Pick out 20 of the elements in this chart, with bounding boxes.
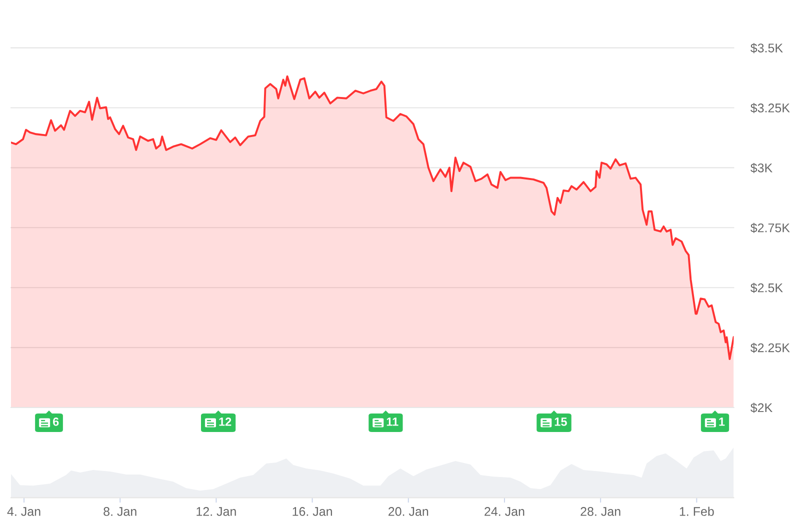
y-tick-label: $2K: [750, 402, 772, 413]
x-tick-label: 16. Jan: [292, 507, 332, 516]
x-tick-label: 1. Feb: [680, 506, 714, 516]
x-tick-label: 8. Jan: [104, 507, 136, 516]
text: 6: [52, 418, 59, 426]
text: 12: [219, 418, 232, 426]
text: 1: [719, 418, 725, 426]
y-tick-label: $2.5K: [750, 282, 783, 293]
text: 11: [386, 418, 398, 426]
text: 15: [554, 418, 567, 426]
y-tick-label: $3.5K: [750, 43, 783, 54]
x-tick-label: 20. Jan: [388, 507, 428, 516]
x-tick-label: 24. Jan: [484, 507, 524, 516]
y-tick-label: $2.75K: [750, 222, 790, 234]
x-tick-label: 12. Jan: [196, 507, 236, 516]
y-tick-label: $3.25K: [750, 103, 790, 114]
y-tick-label: $2.25K: [750, 342, 790, 353]
x-tick-label: 28. Jan: [580, 507, 620, 516]
y-tick-label: $3K: [750, 162, 772, 174]
x-tick-label: 4. Jan: [7, 507, 40, 516]
